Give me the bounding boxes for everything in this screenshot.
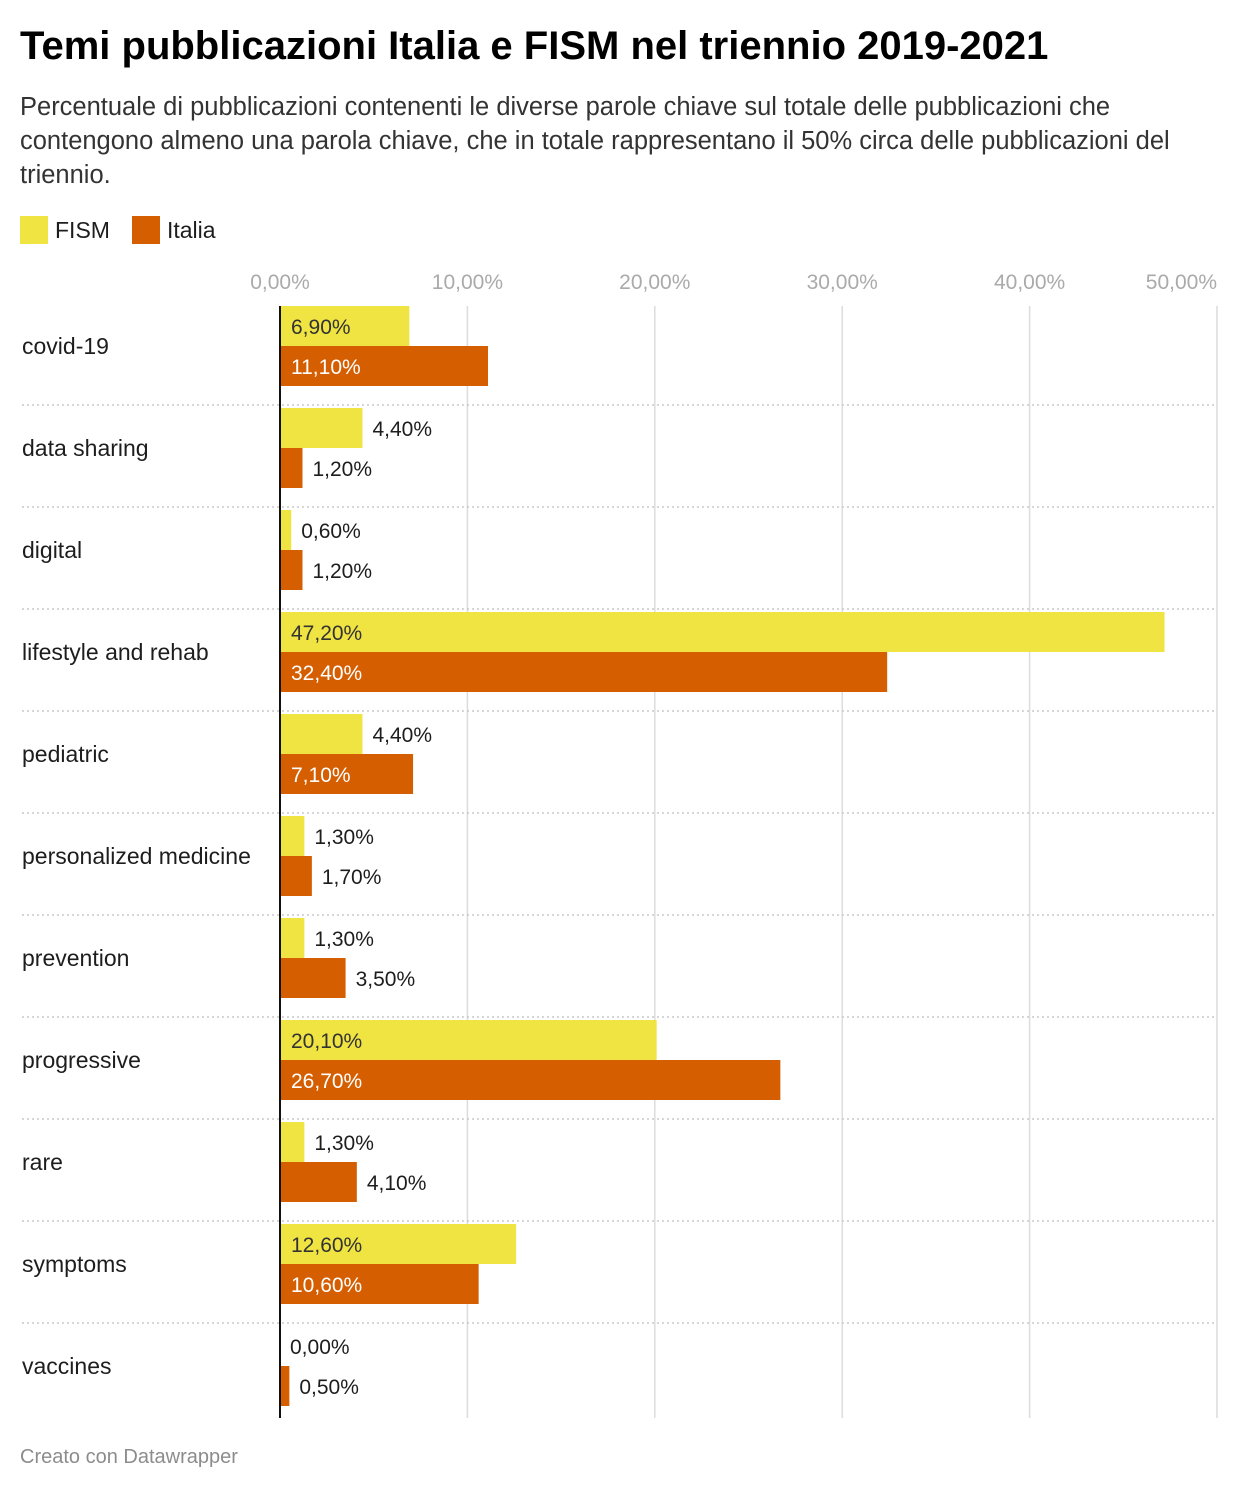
data-label: 20,10% — [291, 1030, 362, 1053]
bar-fism — [280, 1224, 517, 1264]
bar-italia — [280, 1264, 479, 1304]
x-tick-label: 40,00% — [994, 271, 1065, 294]
data-label: 4,40% — [372, 418, 432, 441]
data-label: 10,60% — [291, 1274, 362, 1297]
data-label: 11,10% — [291, 356, 361, 379]
bar-fism — [280, 408, 363, 448]
category-label: digital — [22, 537, 82, 563]
footer-credit: Creato con Datawrapper — [20, 1446, 238, 1468]
data-label: 1,20% — [312, 560, 372, 583]
data-label: 3,50% — [356, 968, 416, 991]
bar-fism — [280, 510, 292, 550]
data-label: 12,60% — [291, 1234, 362, 1257]
x-tick-label: 0,00% — [250, 271, 310, 294]
legend-item-fism: FISM — [20, 216, 110, 244]
data-label: 4,40% — [372, 724, 432, 747]
data-label: 0,00% — [290, 1336, 350, 1359]
x-tick-label: 50,00% — [1146, 271, 1217, 294]
data-label: 0,60% — [301, 520, 361, 543]
bar-italia — [280, 1162, 357, 1202]
bar-italia — [280, 550, 303, 590]
category-label: covid-19 — [22, 333, 109, 359]
bar-italia — [280, 1366, 290, 1406]
category-label: rare — [22, 1149, 63, 1175]
bar-italia — [280, 448, 303, 488]
category-label: data sharing — [22, 435, 149, 461]
category-label: pediatric — [22, 741, 109, 767]
bar-italia — [280, 1060, 781, 1100]
x-tick-label: 10,00% — [432, 271, 503, 294]
data-label: 0,50% — [299, 1376, 359, 1399]
bar-italia — [280, 958, 346, 998]
data-label: 1,70% — [322, 866, 382, 889]
legend-item-italia: Italia — [131, 216, 216, 244]
data-label: 1,30% — [314, 826, 374, 849]
category-label: symptoms — [22, 1251, 127, 1277]
bar-fism — [280, 918, 305, 958]
category-label: prevention — [22, 945, 129, 971]
bar-italia — [280, 652, 888, 692]
bar-fism — [280, 816, 305, 856]
legend: FISM Italia — [20, 214, 238, 246]
data-label: 1,30% — [314, 1132, 374, 1155]
bar-italia — [280, 346, 489, 386]
category-label: lifestyle and rehab — [22, 639, 209, 665]
bar-fism — [280, 1020, 657, 1060]
data-label: 7,10% — [291, 764, 351, 787]
chart-title: Temi pubblicazioni Italia e FISM nel tri… — [20, 24, 1049, 68]
bar-italia — [280, 754, 414, 794]
bar-chart: 0,00% 10,00% 20,00% 30,00% 40,00% 50,00% covid… — [22, 271, 1218, 1418]
data-label: 26,70% — [291, 1070, 362, 1093]
legend-swatch-italia — [131, 216, 160, 244]
legend-label-italia: Italia — [166, 216, 216, 243]
bar-fism — [280, 612, 1165, 652]
legend-label-fism: FISM — [55, 216, 110, 243]
category-label: vaccines — [22, 1353, 111, 1379]
bar-fism — [280, 306, 410, 346]
x-tick-label: 30,00% — [807, 271, 878, 294]
category-label: personalized medicine — [22, 843, 251, 869]
data-label: 1,20% — [312, 458, 372, 481]
category-label: progressive — [22, 1047, 141, 1073]
data-label: 32,40% — [291, 662, 362, 685]
bar-italia — [280, 856, 312, 896]
chart-subtitle: Percentuale di pubblicazioni contenenti … — [20, 93, 1170, 189]
data-label: 4,10% — [367, 1172, 427, 1195]
legend-swatch-fism — [20, 216, 48, 244]
data-label: 1,30% — [314, 928, 374, 951]
bar-fism — [280, 714, 363, 754]
x-tick-label: 20,00% — [619, 271, 690, 294]
bar-fism — [280, 1122, 305, 1162]
data-label: 47,20% — [291, 622, 362, 645]
data-label: 6,90% — [291, 316, 351, 339]
